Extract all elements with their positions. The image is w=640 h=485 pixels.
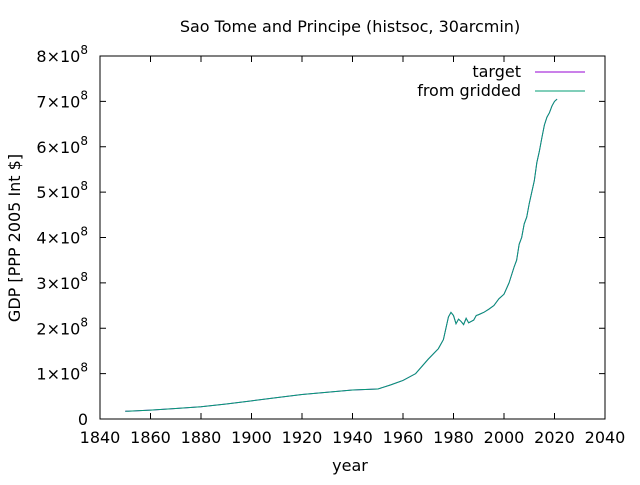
y-tick-exponent: 8 bbox=[80, 225, 88, 239]
y-tick-mantissa: 1×10 bbox=[36, 365, 80, 384]
y-tick-label: 8×108 bbox=[36, 43, 88, 66]
x-tick-label: 1920 bbox=[282, 428, 323, 447]
y-tick-exponent: 8 bbox=[80, 270, 88, 284]
y-tick-exponent: 8 bbox=[80, 179, 88, 193]
y-tick-exponent: 8 bbox=[80, 315, 88, 329]
y-tick-exponent: 8 bbox=[80, 361, 88, 375]
y-tick-mantissa: 4×10 bbox=[36, 229, 80, 248]
x-tick-label: 2040 bbox=[585, 428, 626, 447]
y-tick-mantissa: 6×10 bbox=[36, 138, 80, 157]
y-tick-exponent: 8 bbox=[80, 88, 88, 102]
y-tick-label: 4×108 bbox=[36, 225, 88, 248]
x-tick-label: 1900 bbox=[231, 428, 272, 447]
y-tick-mantissa: 5×10 bbox=[36, 183, 80, 202]
series-line-1 bbox=[125, 98, 558, 412]
x-tick-label: 1840 bbox=[80, 428, 121, 447]
y-tick-label: 6×108 bbox=[36, 134, 88, 157]
chart-title: Sao Tome and Principe (histsoc, 30arcmin… bbox=[180, 17, 520, 36]
y-tick-label: 3×108 bbox=[36, 270, 88, 293]
legend-label-1: from gridded bbox=[417, 81, 521, 100]
x-tick-label: 2020 bbox=[534, 428, 575, 447]
y-axis-label: GDP [PPP 2005 Int $] bbox=[5, 154, 24, 322]
series-layer bbox=[125, 98, 558, 412]
y-tick-label: 2×108 bbox=[36, 315, 88, 338]
y-tick-label: 0 bbox=[78, 410, 88, 429]
y-tick-label: 5×108 bbox=[36, 179, 88, 202]
x-tick-label: 1960 bbox=[383, 428, 424, 447]
x-tick-label: 1940 bbox=[332, 428, 373, 447]
x-axis-label: year bbox=[332, 456, 368, 475]
y-tick-mantissa: 0 bbox=[78, 410, 88, 429]
y-tick-mantissa: 3×10 bbox=[36, 274, 80, 293]
y-tick-exponent: 8 bbox=[80, 43, 88, 57]
x-tick-label: 2000 bbox=[484, 428, 525, 447]
y-tick-mantissa: 7×10 bbox=[36, 92, 80, 111]
y-tick-exponent: 8 bbox=[80, 134, 88, 148]
x-tick-label: 1880 bbox=[181, 428, 222, 447]
y-tick-label: 1×108 bbox=[36, 361, 88, 384]
x-tick-label: 1980 bbox=[433, 428, 474, 447]
ticks-layer: 1840 1860 1880 1900 1920 1940 1960 1980 2000 2020… bbox=[36, 43, 625, 447]
y-tick-mantissa: 2×10 bbox=[36, 319, 80, 338]
y-tick-label: 7×108 bbox=[36, 88, 88, 111]
plot-frame bbox=[99, 55, 606, 420]
y-tick-mantissa: 8×10 bbox=[36, 47, 80, 66]
legend-label-0: target bbox=[472, 62, 521, 81]
x-tick-label: 1860 bbox=[130, 428, 171, 447]
